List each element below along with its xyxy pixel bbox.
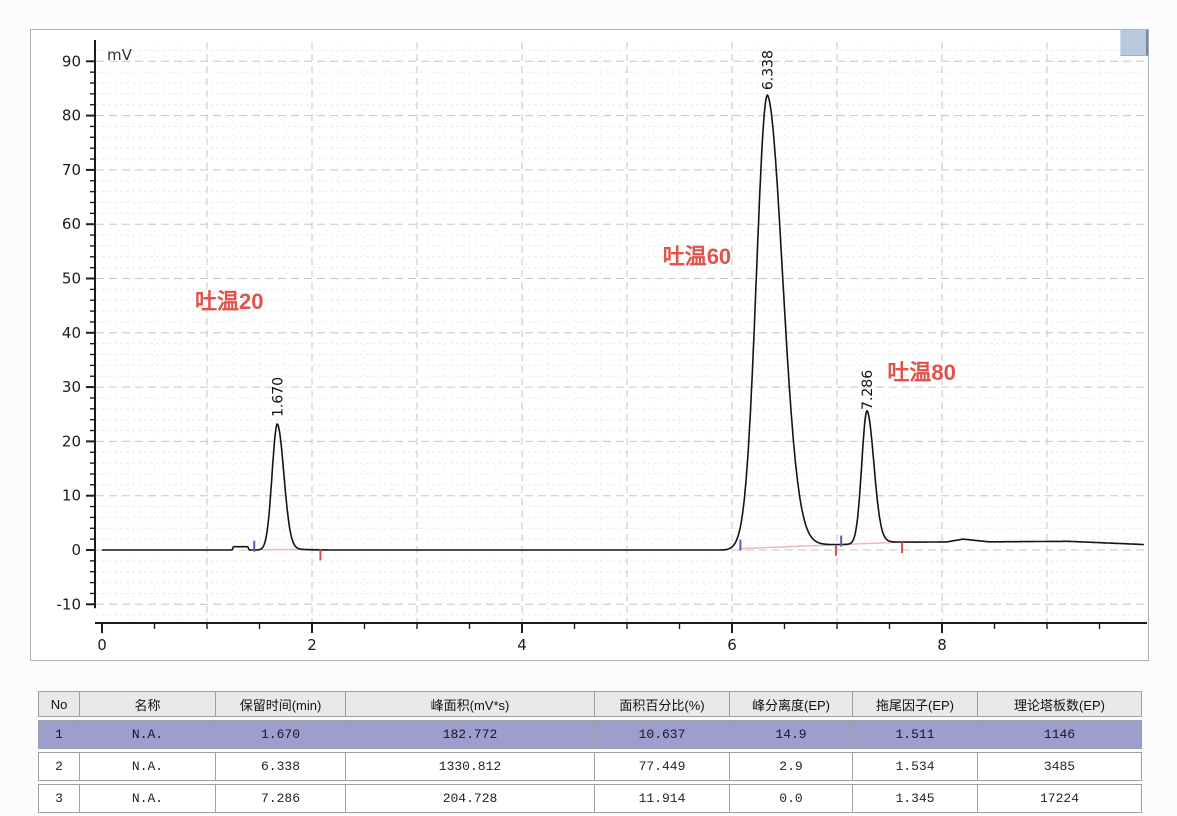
y-axis-tick-label: 0 [71, 541, 81, 559]
table-cell: 1146 [978, 720, 1142, 749]
peak-rt-label: 1.670 [270, 377, 286, 417]
table-cell: 204.728 [346, 784, 595, 813]
y-axis-tick-label: 20 [62, 432, 81, 450]
peak-table-header: No 名称 保留时间(min) 峰面积(mV*s) 面积百分比(%) 峰分离度(EP) 拖尾… [38, 691, 1142, 717]
table-cell: 77.449 [595, 752, 730, 781]
column-header: 保留时间(min) [216, 691, 346, 717]
table-row[interactable]: 2 N.A. 6.338 1330.812 77.449 2.9 1.534 3485 [38, 752, 1142, 781]
table-cell: 0.0 [730, 784, 853, 813]
table-cell: 6.338 [216, 752, 346, 781]
table-cell: 1330.812 [346, 752, 595, 781]
table-row[interactable]: 3 N.A. 7.286 204.728 11.914 0.0 1.345 17224 [38, 784, 1142, 813]
y-axis-tick-label: 90 [62, 52, 81, 70]
y-axis-tick-label: -10 [57, 595, 82, 613]
table-cell: 7.286 [216, 784, 346, 813]
x-axis-tick-label: 0 [97, 636, 107, 654]
y-axis-tick-label: 50 [62, 270, 81, 288]
y-axis-unit-label: mV [107, 46, 133, 64]
x-axis-tick-label: 2 [307, 636, 317, 654]
table-row[interactable]: 1 N.A. 1.670 182.772 10.637 14.9 1.511 1146 [38, 720, 1142, 749]
x-axis-tick-label: 6 [727, 636, 737, 654]
table-cell: 3 [38, 784, 80, 813]
compound-annotation: 吐温80 [887, 360, 955, 385]
table-cell: 1.534 [853, 752, 978, 781]
table-cell: N.A. [80, 784, 216, 813]
column-header: 名称 [80, 691, 216, 717]
y-axis-tick-label: 30 [62, 378, 81, 396]
column-header: 理论塔板数(EP) [978, 691, 1142, 717]
peak-rt-label: 7.286 [860, 370, 876, 410]
table-cell: 2.9 [730, 752, 853, 781]
table-cell: 17224 [978, 784, 1142, 813]
table-cell: 1.511 [853, 720, 978, 749]
y-axis-tick-label: 40 [62, 324, 81, 342]
peak-table-body: 1 N.A. 1.670 182.772 10.637 14.9 1.511 1146 2 N.A… [38, 720, 1142, 813]
compound-annotation: 吐温60 [663, 244, 731, 269]
peak-rt-label: 6.338 [760, 50, 776, 90]
chromatogram-curve [101, 94, 1145, 551]
column-header: 拖尾因子(EP) [853, 691, 978, 717]
x-axis-tick-label: 8 [937, 636, 947, 654]
y-axis-tick-label: 10 [62, 487, 81, 505]
table-cell: 14.9 [730, 720, 853, 749]
y-axis-tick-label: 60 [62, 215, 81, 233]
x-axis-tick-label: 4 [517, 636, 527, 654]
chromatogram-panel: -10 0 10 20 30 40 50 60 70 80 90 0 2 4 6 8 mV 1.670 6.338 7… [30, 29, 1149, 661]
table-cell: 1 [38, 720, 80, 749]
table-cell: 182.772 [346, 720, 595, 749]
table-cell: 2 [38, 752, 80, 781]
peak-table: No 名称 保留时间(min) 峰面积(mV*s) 面积百分比(%) 峰分离度(EP) 拖尾… [38, 688, 1142, 816]
table-cell: N.A. [80, 752, 216, 781]
y-axis-tick-label: 70 [62, 161, 81, 179]
column-header: No [38, 691, 80, 717]
column-header: 面积百分比(%) [595, 691, 730, 717]
table-cell: N.A. [80, 720, 216, 749]
table-cell: 1.670 [216, 720, 346, 749]
scrollbar-thumb[interactable] [1120, 30, 1148, 56]
column-header: 峰面积(mV*s) [346, 691, 595, 717]
table-cell: 1.345 [853, 784, 978, 813]
table-cell: 11.914 [595, 784, 730, 813]
y-axis-tick-label: 80 [62, 107, 81, 125]
chromatogram-plot: -10 0 10 20 30 40 50 60 70 80 90 0 2 4 6 8 mV 1.670 6.338 7… [57, 40, 1147, 654]
compound-annotation: 吐温20 [195, 289, 263, 314]
table-cell: 10.637 [595, 720, 730, 749]
column-header: 峰分离度(EP) [730, 691, 853, 717]
integration-baseline [740, 541, 903, 550]
table-cell: 3485 [978, 752, 1142, 781]
